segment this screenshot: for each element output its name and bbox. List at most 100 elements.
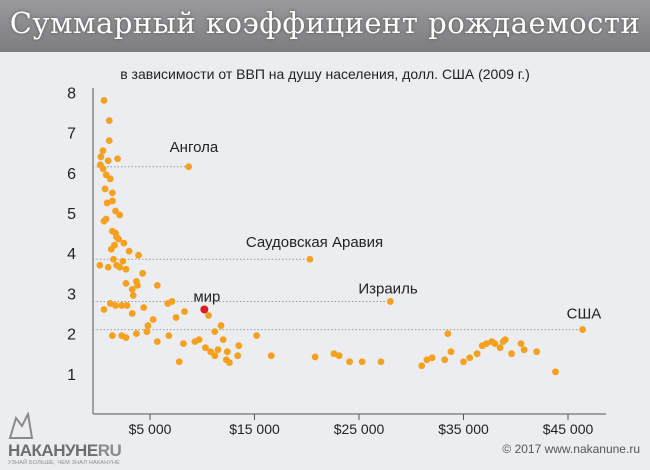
data-point	[144, 322, 152, 329]
data-point	[168, 298, 176, 305]
data-point	[100, 97, 108, 104]
data-point	[106, 175, 114, 183]
data-point	[133, 330, 140, 337]
data-point	[219, 336, 227, 344]
y-tick-label: 8	[67, 85, 76, 102]
data-point	[441, 356, 449, 364]
data-point	[128, 310, 136, 317]
data-point	[478, 342, 486, 350]
y-tick-label: 6	[67, 166, 76, 183]
data-point	[346, 358, 353, 366]
title-bar: Суммарный коэффициент рождаемости	[0, 0, 650, 52]
data-point	[201, 344, 209, 352]
data-point	[119, 257, 127, 265]
y-tick-label: 7	[67, 126, 76, 143]
data-point	[108, 332, 116, 340]
data-point	[122, 334, 130, 342]
data-point	[234, 352, 242, 360]
logo-domain: RU	[97, 441, 122, 460]
data-point	[108, 189, 116, 197]
data-point	[496, 344, 504, 352]
data-point	[114, 155, 122, 163]
data-point	[533, 348, 541, 356]
copyright: © 2017 www.nakanune.ru	[502, 442, 640, 456]
data-point	[253, 332, 260, 340]
annotated-point	[579, 326, 587, 333]
x-tick-label: $35 000	[438, 421, 489, 437]
data-point	[428, 354, 436, 362]
x-tick-label: $45 000	[543, 421, 594, 437]
annotated-point	[386, 298, 394, 305]
data-point	[423, 356, 431, 364]
data-point	[120, 239, 128, 247]
data-point	[418, 362, 426, 370]
data-point	[211, 352, 219, 360]
data-point	[520, 346, 528, 354]
data-point	[110, 255, 117, 263]
data-point	[128, 285, 136, 293]
data-point	[508, 350, 515, 358]
data-point	[115, 235, 123, 243]
data-point	[100, 306, 108, 313]
data-point	[96, 261, 104, 269]
data-point	[175, 358, 183, 366]
page-title: Суммарный коэффициент рождаемости	[9, 6, 641, 40]
site-logo: НАКАНУНЕRU	[8, 441, 122, 461]
world-label: мир	[193, 288, 220, 305]
annotated-point	[306, 255, 314, 263]
data-point	[172, 314, 180, 321]
y-tick-label: 5	[67, 206, 76, 223]
data-point	[181, 308, 188, 315]
data-point	[235, 342, 243, 350]
data-point	[165, 332, 173, 340]
annotation-label: Израиль	[358, 280, 417, 297]
data-point	[104, 263, 112, 271]
data-point	[139, 269, 147, 277]
data-point	[377, 358, 385, 366]
data-point	[466, 354, 474, 362]
data-point	[140, 304, 148, 311]
data-point	[122, 265, 130, 273]
data-point	[226, 359, 233, 366]
data-point	[108, 197, 116, 205]
data-point	[447, 348, 455, 356]
annotation-label: Ангола	[170, 139, 219, 156]
data-point	[499, 338, 507, 346]
data-point	[223, 348, 231, 356]
y-tick-label: 2	[67, 327, 76, 344]
data-point	[105, 137, 113, 145]
data-point	[214, 346, 222, 354]
data-point	[97, 153, 105, 161]
data-point	[211, 328, 219, 335]
data-point	[99, 147, 107, 155]
data-point	[107, 245, 115, 253]
data-point	[122, 279, 130, 287]
data-point	[105, 117, 113, 124]
data-point	[129, 292, 137, 299]
data-point	[116, 211, 124, 219]
data-point	[106, 300, 114, 307]
data-point	[99, 165, 107, 173]
data-point	[143, 328, 151, 335]
data-point	[191, 338, 199, 346]
annotation-label: Саудовская Аравия	[246, 234, 383, 251]
y-tick-label: 4	[67, 246, 76, 263]
data-point	[180, 340, 187, 348]
data-point	[311, 353, 319, 361]
y-tick-label: 3	[67, 286, 76, 303]
annotation-label: США	[567, 306, 602, 323]
data-point	[104, 157, 112, 165]
data-point	[116, 263, 124, 271]
data-point	[100, 217, 108, 225]
data-point	[123, 302, 131, 309]
logo-slogan: УЗНАЙ БОЛЬШЕ, ЧЕМ ЗНАЛ НАКАНУНЕ	[8, 460, 121, 466]
data-point	[125, 247, 133, 255]
data-point	[217, 322, 225, 329]
data-point	[149, 316, 157, 323]
data-point	[491, 340, 499, 348]
data-point	[460, 358, 467, 366]
data-point	[153, 338, 161, 346]
data-point	[118, 302, 126, 309]
data-point	[473, 350, 481, 358]
